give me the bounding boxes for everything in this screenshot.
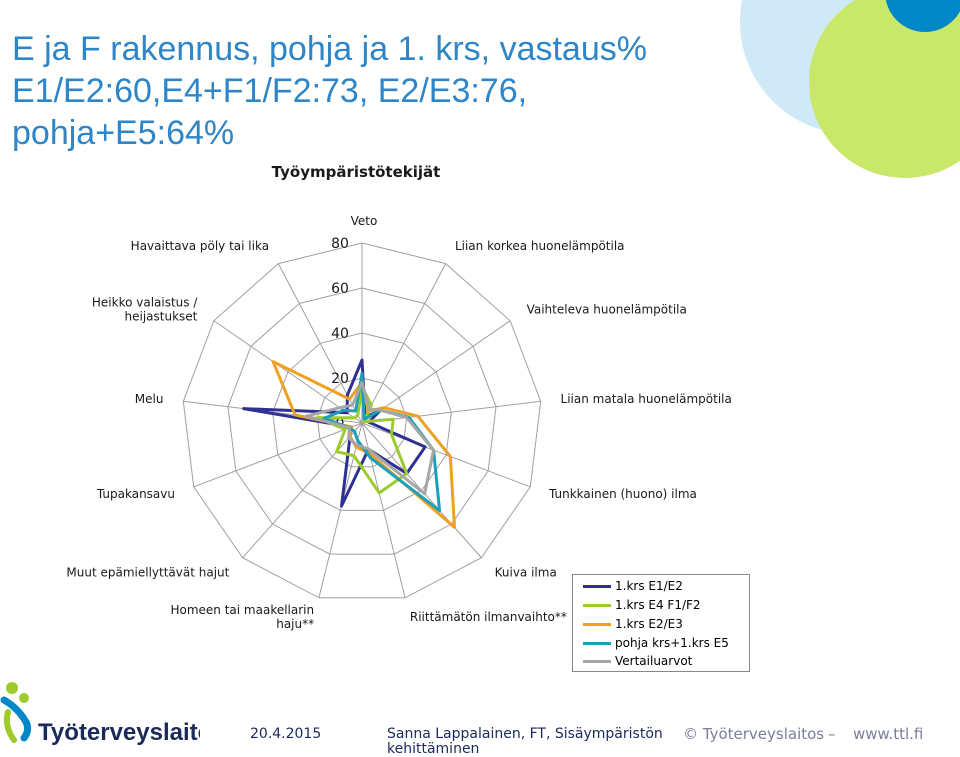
title-line-1: E ja F rakennus, pohja ja 1. krs, vastau… — [12, 30, 647, 68]
legend-item-1: 1.krs E1/E2 — [583, 577, 683, 595]
category-label-11-line-0: Heikko valaistus / — [92, 295, 198, 309]
tick-label-60: 60 — [331, 281, 349, 297]
circle-blue — [885, 0, 960, 32]
grid-spoke-2 — [361, 320, 511, 424]
footer-date: 20.4.2015 — [250, 726, 322, 742]
category-label-12: Havaittava pöly tai lika — [131, 239, 269, 253]
chart-title: Työympäristötekijät — [272, 163, 441, 181]
radar-category-labels: Veto Liian korkea huonelämpötila Vaihtelev… — [66, 214, 731, 631]
category-label-8: Muut epämiellyttävät hajut — [66, 566, 229, 580]
category-label-5: Kuiva ilma — [495, 566, 557, 580]
category-label-11: Heikko valaistus / heijastukset — [92, 295, 198, 323]
grid-spoke-11 — [213, 320, 363, 424]
series-line-5 — [304, 381, 436, 496]
category-label-0-line-0: Veto — [351, 214, 378, 228]
legend-item-5: Vertailuarvot — [583, 652, 692, 670]
radar-grid — [182, 242, 542, 599]
chart-legend: 1.krs E1/E2 1.krs E4 F1/F2 1.krs E2/E3 p… — [572, 574, 750, 672]
logo-text: Työterveyslaitos — [38, 719, 200, 746]
category-label-1: Liian korkea huonelämpötila — [455, 239, 625, 253]
tick-label-40: 40 — [331, 326, 349, 342]
tick-label-80: 80 — [331, 236, 349, 252]
category-label-1-line-0: Liian korkea huonelämpötila — [455, 239, 625, 253]
circle-green — [809, 0, 960, 178]
legend-label-1: 1.krs E1/E2 — [615, 579, 683, 593]
category-label-2-line-0: Vaihteleva huonelämpötila — [527, 302, 687, 316]
slide-title: E ja F rakennus, pohja ja 1. krs, vastau… — [12, 28, 732, 154]
category-label-3: Liian matala huonelämpötila — [561, 392, 732, 406]
category-label-7: Homeen tai maakellarin haju** — [170, 603, 314, 631]
category-label-7-line-1: haju** — [276, 617, 314, 631]
grid-spoke-9 — [193, 422, 363, 488]
footer-author-line-2: kehittäminen — [387, 741, 480, 757]
footer-dash: – — [828, 725, 836, 743]
category-label-2: Vaihteleva huonelämpötila — [527, 302, 687, 316]
logo-figure-icon — [0, 682, 32, 743]
legend-label-3: 1.krs E2/E3 — [615, 617, 683, 631]
category-label-6-line-0: Riittämätön ilmanvaihto** — [410, 610, 567, 624]
legend-swatch-5 — [583, 659, 611, 663]
footer-copyright: © Työterveyslaitos — [683, 725, 825, 743]
title-line-2: E1/E2:60,E4+F1/F2:73, E2/E3:76, — [12, 72, 528, 110]
category-label-4: Tunkkainen (huono) ilma — [548, 487, 697, 501]
category-label-10: Melu — [135, 392, 164, 406]
category-label-6: Riittämätön ilmanvaihto** — [410, 610, 567, 624]
category-label-10-line-0: Melu — [135, 392, 164, 406]
legend-swatch-4 — [583, 641, 611, 645]
category-label-0: Veto — [351, 214, 378, 228]
legend-swatch-3 — [583, 622, 611, 626]
category-label-11-line-1: heijastukset — [125, 309, 198, 323]
category-label-5-line-0: Kuiva ilma — [495, 566, 557, 580]
category-label-8-line-0: Muut epämiellyttävät hajut — [66, 566, 229, 580]
category-label-3-line-0: Liian matala huonelämpötila — [561, 392, 732, 406]
legend-swatch-2 — [583, 603, 611, 607]
category-label-4-line-0: Tunkkainen (huono) ilma — [548, 487, 697, 501]
legend-label-4: pohja krs+1.krs E5 — [615, 636, 729, 650]
category-label-9-line-0: Tupakansavu — [96, 487, 175, 501]
radar-series — [242, 358, 457, 529]
legend-swatch-1 — [583, 584, 611, 588]
tick-label-20: 20 — [331, 371, 349, 387]
grid-spoke-7 — [318, 422, 363, 598]
footer-author-line-1: Sanna Lappalainen, FT, Sisäympäristön — [387, 726, 663, 742]
ttl-logo: Työterveyslaitos — [0, 682, 200, 746]
grid-spoke-4 — [361, 422, 531, 488]
category-label-7-line-0: Homeen tai maakellarin — [170, 603, 314, 617]
category-label-12-line-0: Havaittava pöly tai lika — [131, 239, 269, 253]
legend-label-2: 1.krs E4 F1/F2 — [615, 598, 701, 612]
grid-spoke-1 — [361, 263, 447, 424]
legend-label-5: Vertailuarvot — [615, 654, 693, 668]
legend-item-2: 1.krs E4 F1/F2 — [583, 596, 701, 614]
legend-item-4: pohja krs+1.krs E5 — [583, 634, 729, 652]
series-line-2 — [315, 385, 409, 495]
series-line-3 — [271, 360, 457, 529]
grid-ring-60 — [227, 287, 497, 555]
footer-url: www.ttl.fi — [853, 725, 924, 743]
grid-spoke-8 — [242, 422, 363, 559]
decorative-circles — [740, 0, 960, 178]
title-line-3: pohja+E5:64% — [12, 114, 235, 152]
grid-ring-80 — [182, 242, 542, 599]
legend-item-3: 1.krs E2/E3 — [583, 615, 683, 633]
grid-ring-40 — [272, 332, 452, 511]
category-label-9: Tupakansavu — [96, 487, 175, 501]
